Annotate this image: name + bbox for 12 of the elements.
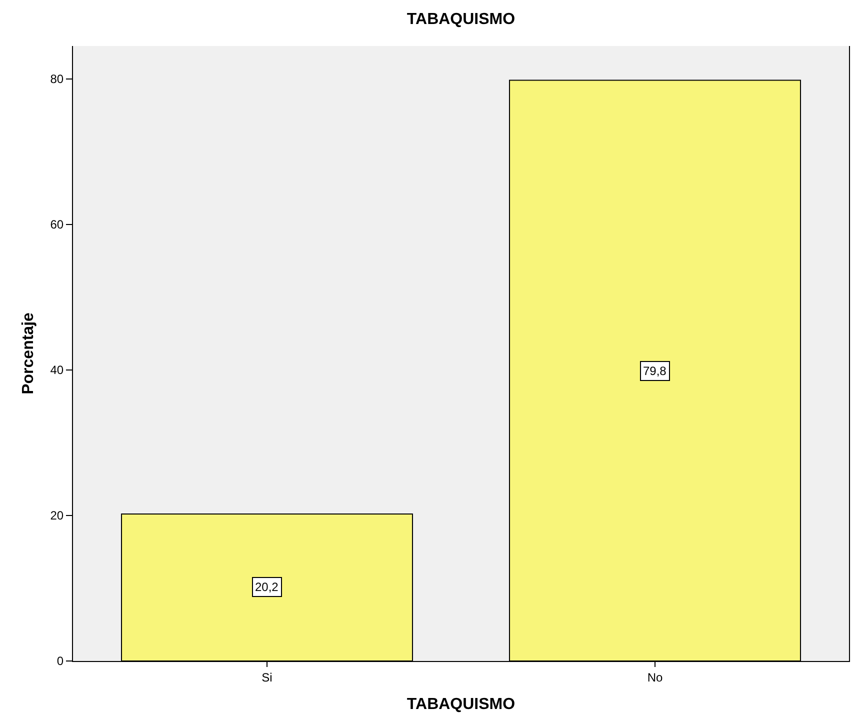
y-tick-label: 60 — [50, 218, 64, 232]
x-tick-label: No — [647, 670, 663, 684]
chart-title: TABAQUISMO — [406, 10, 516, 28]
x-axis-title: TABAQUISMO — [406, 696, 516, 714]
y-tick-label: 20 — [50, 508, 64, 523]
y-axis-title: Porcentaje — [20, 312, 38, 394]
y-tick-label: 40 — [50, 363, 64, 378]
y-tick-label: 80 — [50, 72, 64, 86]
data-label: 79,8 — [643, 364, 667, 378]
data-label: 20,2 — [255, 580, 279, 594]
y-tick-label: 0 — [56, 654, 64, 668]
x-tick-label: Si — [262, 670, 272, 684]
